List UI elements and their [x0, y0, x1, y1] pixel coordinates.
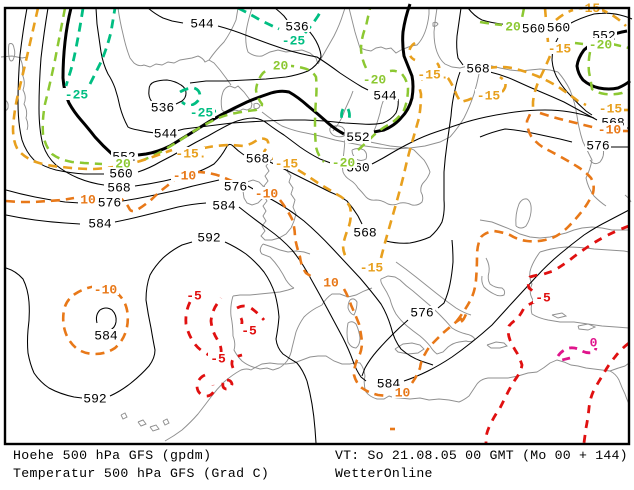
svg-text:-10: -10 [255, 187, 279, 202]
svg-text:-15: -15 [477, 89, 501, 104]
svg-text:560: 560 [522, 22, 545, 37]
svg-text:544: 544 [373, 89, 397, 104]
svg-text:-20: -20 [332, 156, 356, 171]
svg-text:584: 584 [88, 217, 112, 232]
svg-text:-25: -25 [65, 88, 89, 103]
svg-text:0: 0 [590, 336, 598, 351]
svg-text:-15: -15 [360, 261, 384, 276]
svg-text:568: 568 [246, 152, 269, 167]
svg-text:568: 568 [107, 181, 130, 196]
svg-text:-25: -25 [190, 106, 214, 121]
svg-text:20: 20 [505, 20, 521, 35]
svg-text:-5: -5 [210, 352, 226, 367]
svg-text:-10: -10 [598, 123, 622, 138]
svg-text:576: 576 [224, 180, 247, 195]
svg-text:-20: -20 [363, 73, 387, 88]
svg-text:544: 544 [190, 17, 214, 32]
svg-text:576: 576 [586, 139, 609, 154]
svg-text:10: 10 [395, 386, 411, 401]
svg-text:-10: -10 [94, 283, 118, 298]
svg-text:592: 592 [197, 231, 220, 246]
svg-text:-5: -5 [186, 289, 202, 304]
svg-text:576: 576 [98, 196, 121, 211]
svg-text:584: 584 [212, 199, 236, 214]
svg-text:10: 10 [323, 276, 339, 291]
svg-text:568: 568 [466, 62, 489, 77]
svg-text:552: 552 [346, 130, 369, 145]
svg-text:-25: -25 [282, 34, 306, 49]
svg-text:-20: -20 [589, 38, 613, 53]
svg-text:536: 536 [285, 20, 308, 35]
svg-text:-15: -15 [548, 42, 572, 57]
svg-text:-5: -5 [535, 291, 551, 306]
svg-text:592: 592 [83, 392, 106, 407]
svg-text:584: 584 [94, 329, 118, 344]
svg-text:560: 560 [547, 21, 570, 36]
svg-text:-15.: -15. [175, 147, 206, 162]
svg-text:-5: -5 [241, 324, 257, 339]
svg-text:10: 10 [80, 193, 96, 208]
svg-text:-15: -15 [599, 102, 623, 117]
svg-text:568: 568 [353, 226, 376, 241]
svg-text:-15.: -15. [417, 68, 448, 83]
svg-text:560: 560 [109, 167, 132, 182]
svg-text:20: 20 [273, 59, 289, 74]
svg-text:576: 576 [410, 306, 433, 321]
svg-text:-15: -15 [275, 157, 299, 172]
svg-text:544: 544 [154, 127, 178, 142]
svg-text:536: 536 [151, 101, 174, 116]
svg-text:-10: -10 [173, 169, 197, 184]
svg-text:20: 20 [115, 157, 131, 172]
